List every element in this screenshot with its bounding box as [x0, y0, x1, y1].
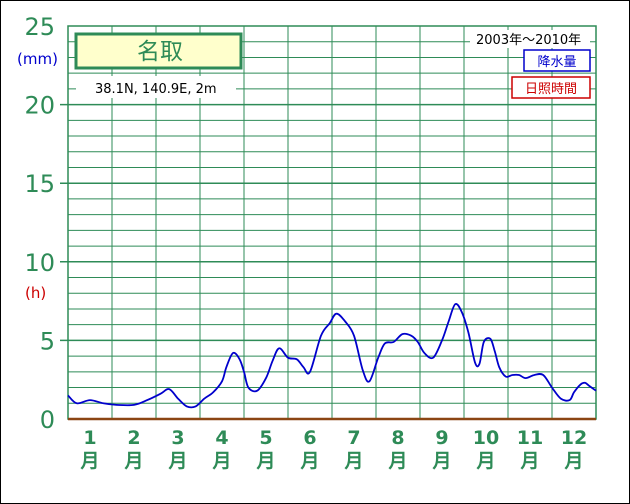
y-tick-labels: 0 5 10 15 20 25: [24, 13, 55, 434]
month-number-label: 6: [303, 427, 316, 449]
y-tick-label: 0: [40, 406, 55, 434]
month-number-label: 9: [435, 427, 448, 449]
period-label: 2003年～2010年: [476, 33, 581, 48]
subtitle-box: [76, 76, 236, 98]
precipitation-line: [67, 303, 597, 409]
y-unit-primary: (mm): [17, 50, 58, 68]
y-tick-label: 15: [24, 170, 55, 198]
month-number-label: 3: [171, 427, 184, 449]
month-number-label: 5: [259, 427, 272, 449]
legend-sunshine: 日照時間: [525, 82, 577, 97]
month-suffix-label: 月: [167, 450, 187, 472]
month-suffix-label: 月: [299, 450, 319, 472]
chart-subtitle: 38.1N, 140.9E, 2m: [95, 82, 217, 97]
month-suffix-label: 月: [343, 450, 363, 472]
y-tick-label: 5: [40, 327, 55, 355]
month-suffix-label: 月: [79, 450, 99, 472]
month-number-label: 4: [215, 427, 228, 449]
month-number-label: 1: [83, 427, 96, 449]
y-tick-label: 25: [24, 13, 55, 41]
legend-precipitation-box: [523, 49, 591, 72]
y-tick-label: 10: [24, 249, 55, 277]
month-suffix-label: 月: [475, 450, 495, 472]
chart-grid: [60, 25, 597, 420]
month-suffix-label: 月: [563, 450, 583, 472]
month-suffix-label: 月: [431, 450, 451, 472]
month-number-label: 8: [391, 427, 404, 449]
month-suffix-label: 月: [211, 450, 231, 472]
chart-title: 名取: [137, 39, 183, 65]
month-number-label: 2: [127, 427, 140, 449]
month-suffix-label: 月: [519, 450, 539, 472]
legend-precipitation: 降水量: [537, 55, 576, 70]
month-number-label: 11: [517, 427, 543, 449]
month-suffix-label: 月: [123, 450, 143, 472]
month-number-label: 7: [347, 427, 360, 449]
y-tick-label: 20: [24, 92, 55, 120]
legend-sunshine-box: [511, 76, 591, 99]
y-unit-secondary: (h): [25, 284, 46, 302]
title-box: [74, 32, 243, 70]
month-suffix-label: 月: [255, 450, 275, 472]
month-number-label: 10: [473, 427, 499, 449]
month-suffix-label: 月: [387, 450, 407, 472]
month-number-label: 12: [561, 427, 587, 449]
period-box: [470, 30, 590, 48]
